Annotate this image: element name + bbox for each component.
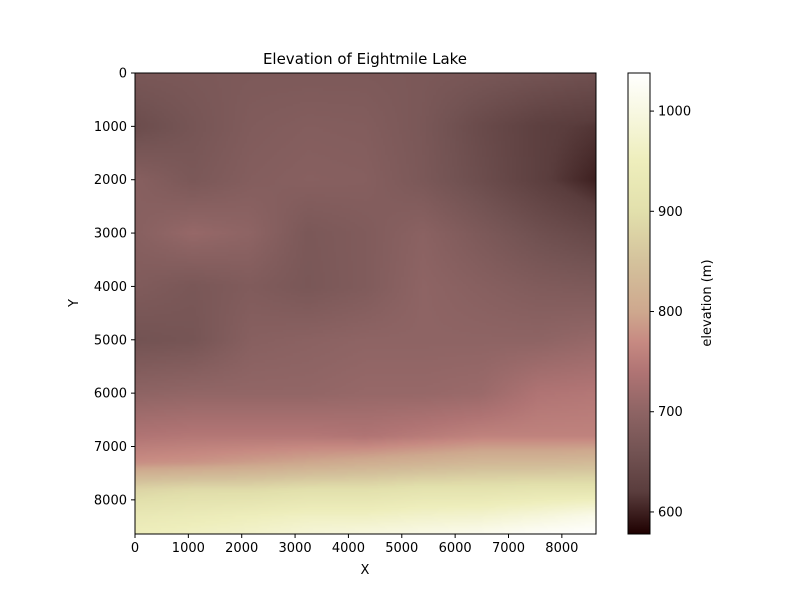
y-axis-label: Y xyxy=(67,299,82,308)
chart-title: Elevation of Eightmile Lake xyxy=(263,50,467,68)
colorbar-tick-label: 900 xyxy=(658,205,683,220)
colorbar-gradient xyxy=(627,72,651,535)
x-tick-label: 3000 xyxy=(279,541,312,556)
x-tick-label: 0 xyxy=(131,541,139,556)
y-tick-label: 8000 xyxy=(94,493,127,508)
y-tick-label: 7000 xyxy=(94,440,127,455)
y-tick-label: 1000 xyxy=(94,120,127,135)
y-tick-label: 3000 xyxy=(94,227,127,242)
y-tick-label: 4000 xyxy=(94,280,127,295)
x-axis: 0 1000 2000 3000 4000 5000 6000 7000 8000 xyxy=(131,534,578,556)
y-tick-label: 0 xyxy=(119,67,127,82)
x-tick-label: 6000 xyxy=(439,541,472,556)
x-tick-label: 2000 xyxy=(225,541,258,556)
colorbar-label: elevation (m) xyxy=(700,259,715,346)
x-tick-label: 4000 xyxy=(332,541,365,556)
colorbar: 600 700 800 900 1000 elevation (m) xyxy=(627,72,715,535)
x-tick-label: 5000 xyxy=(385,541,418,556)
y-tick-label: 5000 xyxy=(94,333,127,348)
colorbar-tick-label: 800 xyxy=(658,305,683,320)
x-tick-label: 1000 xyxy=(172,541,205,556)
colorbar-ticks: 600 700 800 900 1000 xyxy=(650,105,691,520)
heatmap-area xyxy=(134,72,597,535)
y-axis: 0 1000 2000 3000 4000 5000 6000 7000 8000 xyxy=(94,67,135,508)
x-tick-label: 7000 xyxy=(492,541,525,556)
colorbar-tick-label: 700 xyxy=(658,405,683,420)
colorbar-tick-label: 1000 xyxy=(658,105,691,120)
plot-frame xyxy=(134,72,597,535)
y-tick-label: 2000 xyxy=(94,173,127,188)
y-tick-label: 6000 xyxy=(94,387,127,402)
x-axis-label: X xyxy=(361,563,370,578)
x-tick-label: 8000 xyxy=(545,541,578,556)
colorbar-tick-label: 600 xyxy=(658,505,683,520)
elevation-heatmap xyxy=(135,73,596,534)
